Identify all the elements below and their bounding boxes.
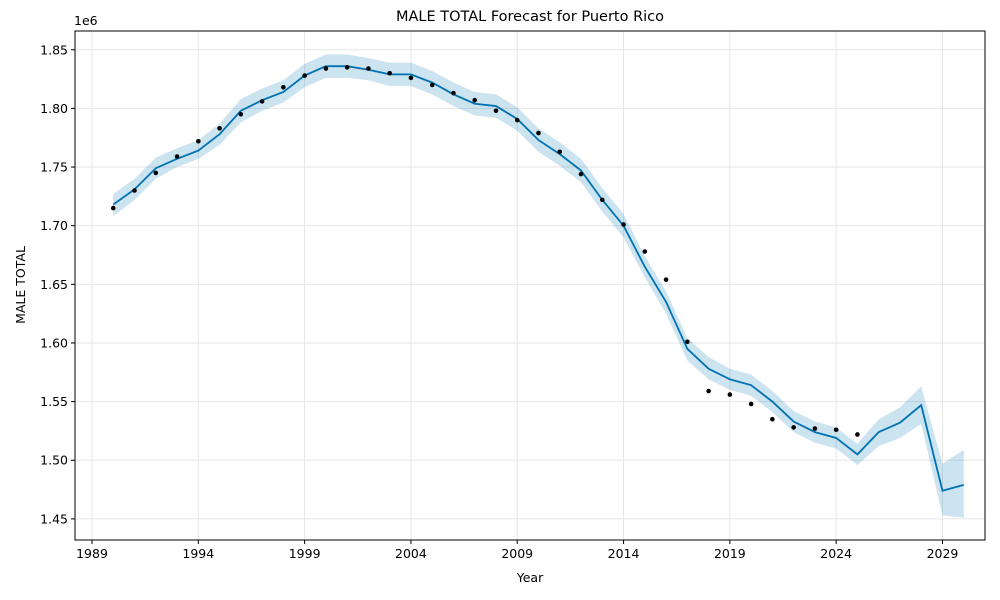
actual-data-point: [514, 117, 520, 123]
actual-data-point: [196, 138, 201, 144]
actual-data-point: [387, 70, 392, 76]
y-axis-ticks: 1.45 1.50 1.55 1.60 1.65 1.70 1.75 1.80 1.85: [40, 42, 75, 526]
y-tick-label: 1.50: [40, 453, 68, 468]
x-tick-label: 2004: [395, 546, 427, 561]
actual-data-point: [706, 388, 711, 394]
actual-data-point: [259, 99, 265, 104]
y-tick-label: 1.70: [40, 218, 68, 233]
x-tick-label: 1999: [289, 546, 321, 561]
actual-data-point: [217, 126, 222, 131]
forecast-line: [112, 65, 964, 492]
y-axis-offset-label: 1e6: [74, 13, 98, 28]
actual-data-point: [366, 66, 371, 71]
x-tick-label: 2009: [501, 546, 533, 561]
actual-data-point: [302, 73, 307, 78]
actual-data-point: [791, 425, 796, 430]
actual-data-point: [663, 277, 669, 282]
y-tick-label: 1.85: [40, 42, 68, 57]
actual-data-point: [578, 171, 584, 177]
y-tick-label: 1.65: [40, 277, 68, 292]
actual-data-point: [493, 108, 499, 114]
actual-data-point: [833, 427, 839, 433]
actual-points-group: [110, 65, 860, 437]
actual-data-point: [812, 426, 818, 431]
actual-data-point: [110, 205, 116, 211]
x-axis-label: Year: [516, 570, 544, 585]
chart-title: MALE TOTAL Forecast for Puerto Rico: [396, 9, 664, 25]
actual-data-point: [429, 82, 435, 88]
forecast-line-group: [112, 65, 964, 492]
x-tick-label: 2019: [714, 546, 746, 561]
x-tick-label: 2024: [820, 546, 852, 561]
actual-data-point: [132, 188, 137, 193]
actual-data-point: [451, 90, 456, 96]
uncertainty-band-group: [113, 54, 964, 518]
y-axis-label: MALE TOTAL: [13, 246, 28, 324]
y-tick-label: 1.80: [40, 101, 68, 116]
plot-frame: [74, 30, 986, 541]
actual-data-point: [153, 170, 159, 176]
actual-data-point: [855, 432, 860, 437]
actual-data-point: [685, 339, 690, 345]
actual-data-point: [727, 392, 733, 397]
x-axis-ticks: 1989 1994 1999 2004 2009 2014 2019 2024 2029: [76, 540, 958, 561]
actual-data-point: [770, 416, 775, 422]
actual-data-point: [748, 401, 754, 407]
x-tick-label: 1994: [182, 546, 214, 561]
actual-data-point: [621, 222, 626, 227]
y-tick-label: 1.55: [40, 394, 68, 409]
uncertainty-band: [113, 54, 964, 518]
x-tick-label: 2014: [608, 546, 640, 561]
actual-data-point: [323, 66, 329, 71]
y-tick-label: 1.60: [40, 335, 68, 350]
actual-data-point: [599, 197, 605, 203]
actual-data-point: [281, 84, 286, 90]
actual-data-point: [557, 149, 563, 155]
actual-data-point: [472, 97, 478, 103]
actual-data-point: [344, 65, 350, 70]
actual-data-point: [174, 154, 180, 159]
actual-data-point: [642, 249, 648, 254]
actual-data-point: [408, 75, 414, 81]
grid-lines: [75, 31, 985, 540]
y-tick-label: 1.75: [40, 160, 68, 175]
actual-data-point: [238, 111, 244, 117]
x-tick-label: 2029: [927, 546, 959, 561]
x-tick-label: 1989: [76, 546, 108, 561]
actual-data-point: [536, 130, 541, 136]
y-tick-label: 1.45: [40, 511, 68, 526]
